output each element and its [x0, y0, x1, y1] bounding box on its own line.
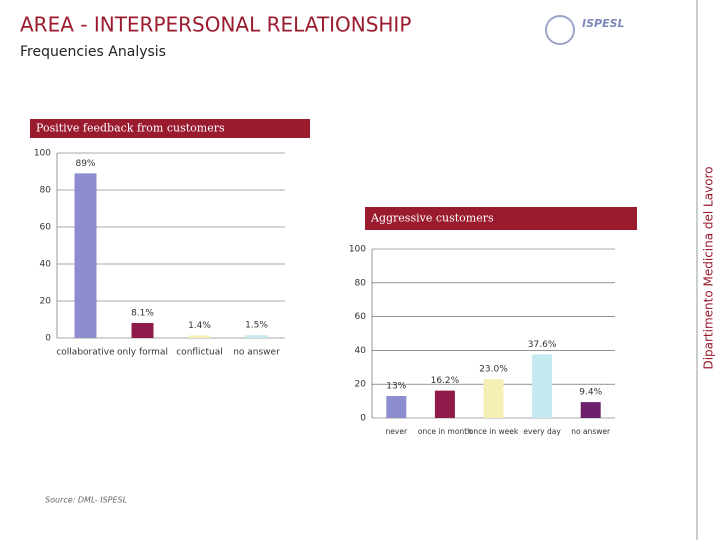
- y-tick-label: 40: [355, 346, 367, 356]
- value-label: 23.0%: [479, 365, 508, 375]
- value-label: 9.4%: [579, 388, 602, 398]
- value-label: 1.4%: [188, 321, 211, 331]
- chart-title: Aggressive customers: [370, 212, 494, 225]
- value-label: 16.2%: [431, 376, 460, 386]
- y-tick-label: 0: [360, 414, 366, 424]
- y-tick-label: 20: [40, 297, 52, 307]
- x-tick-label: no answer: [571, 427, 611, 436]
- y-tick-label: 80: [355, 278, 367, 288]
- value-label: 8.1%: [131, 309, 154, 319]
- y-tick-label: 100: [349, 245, 366, 255]
- value-label: 1.5%: [245, 321, 268, 331]
- logo-emblem: [545, 15, 575, 45]
- bar: [74, 173, 97, 338]
- bar: [188, 335, 211, 338]
- bar: [483, 379, 504, 418]
- y-tick-label: 0: [45, 334, 51, 344]
- x-tick-label: only formal: [117, 348, 168, 358]
- y-tick-label: 100: [34, 149, 51, 159]
- source-note: Source: DML- ISPESL: [45, 496, 127, 505]
- y-tick-label: 20: [355, 380, 367, 390]
- value-label: 13%: [386, 382, 406, 392]
- bar: [434, 390, 455, 418]
- value-label: 37.6%: [528, 340, 557, 350]
- x-tick-label: once in month: [418, 427, 472, 436]
- bar: [131, 323, 154, 338]
- x-tick-label: once in week: [469, 427, 519, 436]
- x-tick-label: collaborative: [56, 348, 115, 358]
- slide-title: AREA - INTERPERSONAL RELATIONSHIP: [20, 13, 411, 37]
- bar: [245, 335, 268, 338]
- logo-text: ISPESL: [582, 17, 625, 30]
- chart-title: Positive feedback from customers: [36, 122, 225, 135]
- y-tick-label: 60: [355, 312, 367, 322]
- bar: [580, 402, 601, 418]
- y-tick-label: 60: [40, 223, 52, 233]
- x-tick-label: every day: [523, 427, 561, 436]
- y-tick-label: 40: [40, 260, 52, 270]
- bar: [386, 396, 407, 418]
- x-tick-label: no answer: [233, 348, 280, 358]
- chart-title-bar: [365, 207, 637, 230]
- bar: [532, 354, 553, 418]
- x-tick-label: conflictual: [176, 348, 223, 358]
- slide-subtitle: Frequencies Analysis: [20, 44, 166, 60]
- y-tick-label: 80: [40, 186, 52, 196]
- x-tick-label: never: [386, 427, 408, 436]
- side-text: Dipartimento Medicina del Lavoro: [702, 166, 716, 369]
- value-label: 89%: [75, 159, 95, 169]
- chart-title-bar: [30, 119, 310, 138]
